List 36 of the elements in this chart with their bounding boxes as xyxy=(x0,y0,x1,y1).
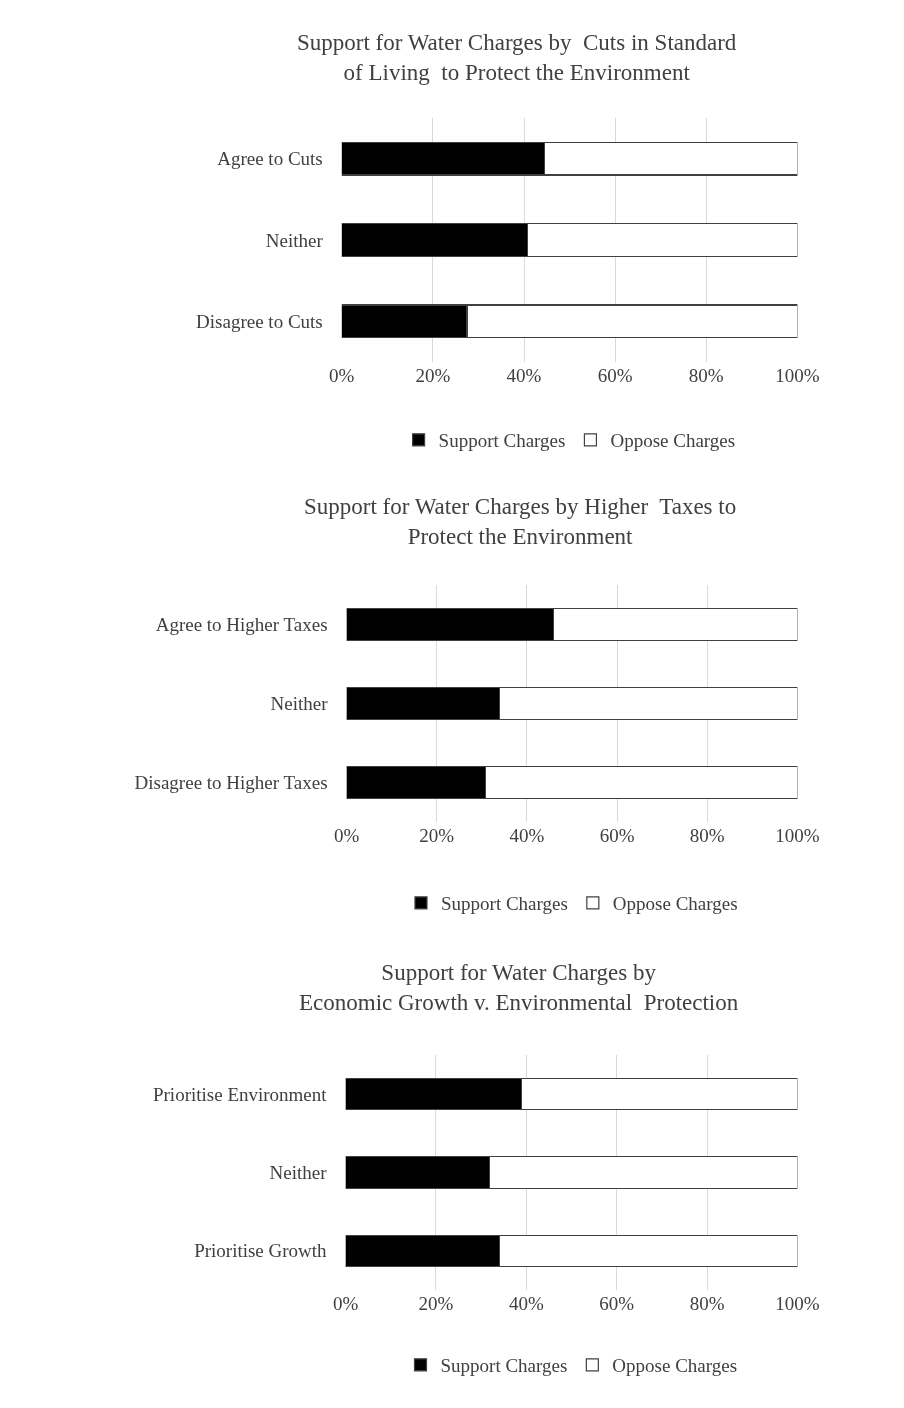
x-tick-label: 0% xyxy=(333,825,360,846)
legend-label: Oppose Charges xyxy=(612,1355,738,1377)
x-tick-label: 80% xyxy=(689,1293,725,1314)
chart-title: Support for Water Charges by Higher Taxes to Protect the Environment xyxy=(304,494,737,549)
x-tick-label: 40% xyxy=(509,825,545,846)
y-tick-label: Neither xyxy=(265,229,324,251)
x-tick-label: 20% xyxy=(419,825,455,846)
x-tick-label: 100% xyxy=(775,1293,820,1314)
x-tick-label: 60% xyxy=(599,1293,635,1314)
y-tick-label: Prioritise Growth xyxy=(194,1240,328,1262)
legend-label: Oppose Charges xyxy=(610,430,736,452)
x-tick-label: 20% xyxy=(415,365,451,386)
x-tick-label: 40% xyxy=(506,365,542,386)
legend-label: Support Charges xyxy=(440,1355,568,1377)
y-tick-label: Agree to Higher Taxes xyxy=(155,614,328,636)
x-tick-label: 20% xyxy=(418,1293,454,1314)
x-tick-label: 0% xyxy=(332,1293,359,1314)
y-tick-label: Disagree to Higher Taxes xyxy=(134,772,328,794)
x-tick-label: 100% xyxy=(775,825,820,846)
chart-title: Support for Water Charges by Cuts in Standard of Living to Protect the Environment xyxy=(297,30,737,85)
x-tick-label: 0% xyxy=(329,365,355,386)
y-tick-label: Neither xyxy=(270,693,329,715)
x-tick-label: 60% xyxy=(597,365,633,386)
y-tick-label: Disagree to Cuts xyxy=(196,310,323,332)
x-tick-label: 100% xyxy=(775,365,820,386)
x-tick-label: 40% xyxy=(508,1293,544,1314)
legend-label: Oppose Charges xyxy=(612,893,738,915)
y-tick-label: Neither xyxy=(269,1162,328,1184)
legend-label: Support Charges xyxy=(438,430,566,452)
legend-label: Support Charges xyxy=(440,893,568,915)
y-tick-label: Prioritise Environment xyxy=(152,1083,328,1105)
chart-title: Support for Water Charges by Economic Growth v. Environmental Protection xyxy=(299,960,739,1015)
x-tick-label: 80% xyxy=(689,825,725,846)
x-tick-label: 60% xyxy=(599,825,635,846)
x-tick-label: 80% xyxy=(688,365,724,386)
y-tick-label: Agree to Cuts xyxy=(217,148,323,170)
